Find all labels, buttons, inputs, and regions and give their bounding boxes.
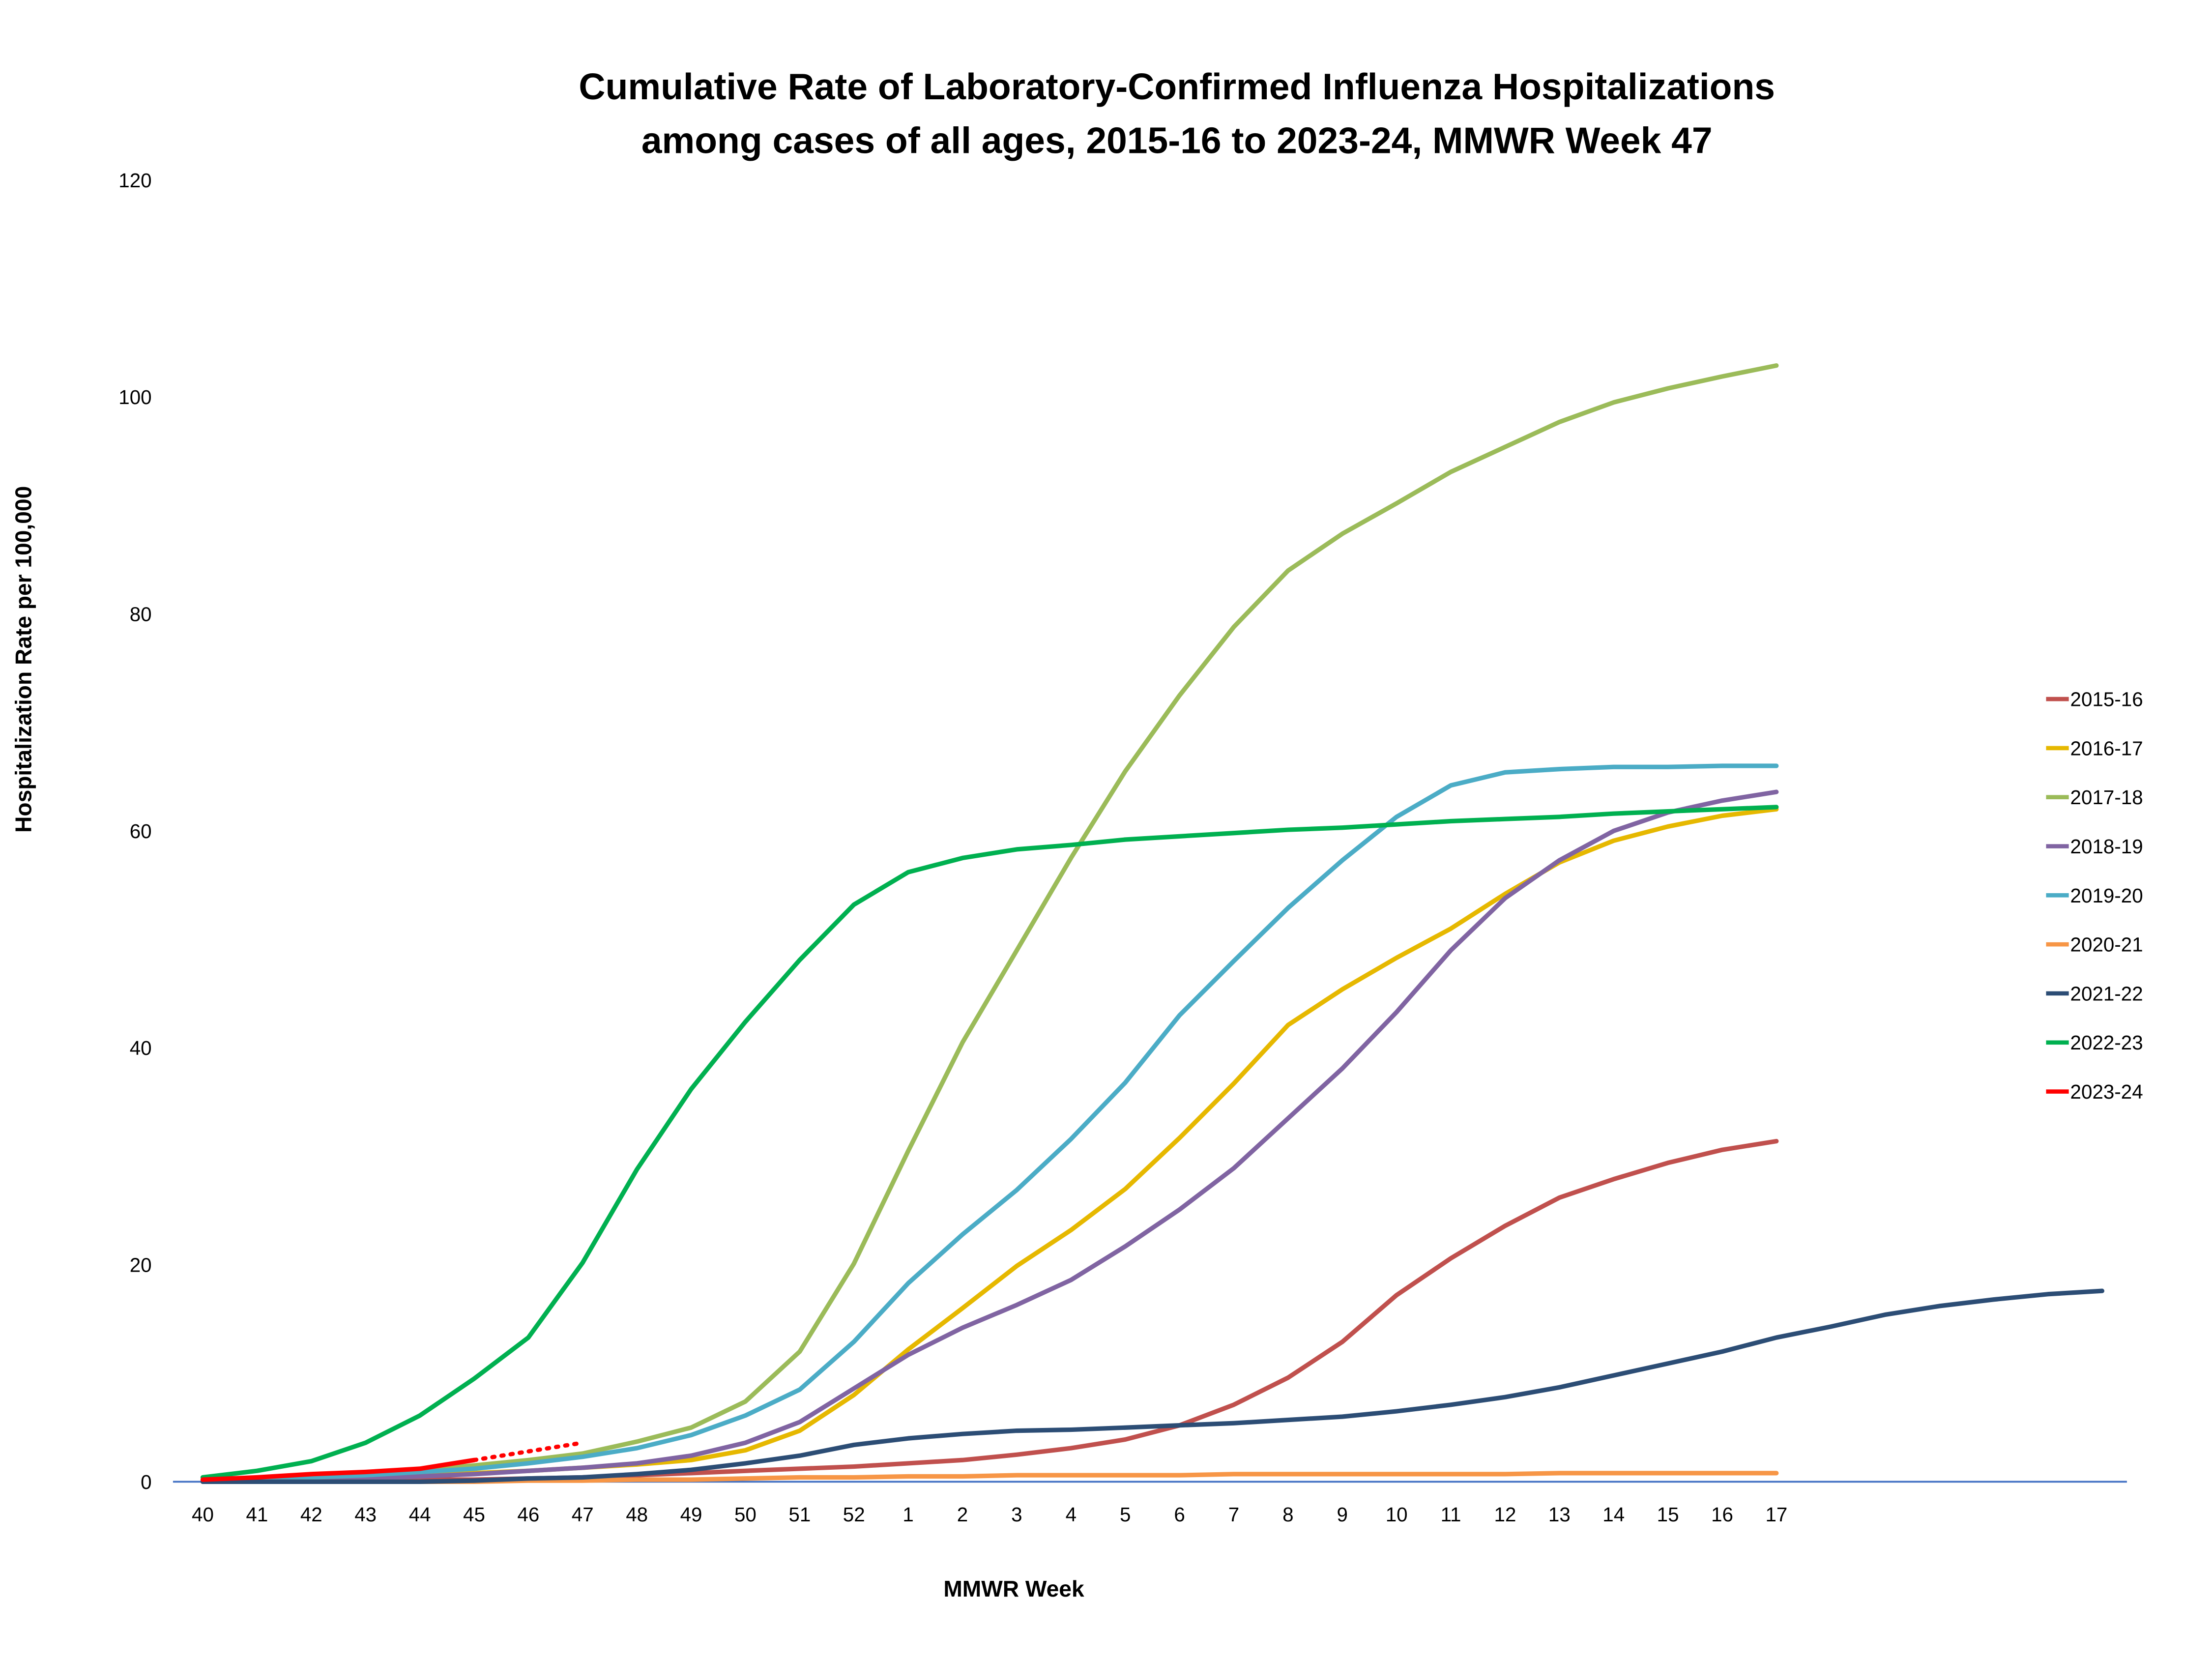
series-line-2022-23 (200, 805, 1779, 1480)
x-tick-label: 45 (463, 1503, 485, 1526)
legend-label: 2022-23 (2070, 1031, 2143, 1054)
legend-label: 2019-20 (2070, 884, 2143, 907)
x-tick-label: 44 (409, 1503, 431, 1526)
x-tick-label: 11 (1441, 1503, 1461, 1526)
series-line-2015-16 (200, 1138, 1779, 1483)
x-tick-label: 13 (1548, 1503, 1571, 1526)
legend-label: 2023-24 (2070, 1080, 2143, 1103)
legend-label: 2016-17 (2070, 737, 2143, 759)
y-axis-label: Hospitalization Rate per 100,000 (10, 486, 36, 833)
series-lines (200, 363, 2105, 1484)
legend-item: 2018-19 (2046, 835, 2143, 858)
x-tick-label: 5 (1120, 1503, 1131, 1526)
x-tick-label: 42 (300, 1503, 322, 1526)
x-tick-labels: 40 41 42 43 44 45 46 47 48 49 50 51 52 1 2 3 4 5 6 7 8 9 10 11 1… (192, 1503, 1787, 1526)
y-tick-label: 80 (130, 603, 152, 625)
legend-label: 2018-19 (2070, 835, 2143, 858)
x-tick-label: 3 (1011, 1503, 1022, 1526)
x-tick-label: 40 (192, 1503, 214, 1526)
x-tick-label: 47 (572, 1503, 594, 1526)
y-tick-label: 0 (141, 1471, 151, 1493)
y-tick-label: 100 (118, 386, 151, 408)
x-tick-label: 7 (1228, 1503, 1239, 1526)
x-tick-label: 2 (957, 1503, 968, 1526)
legend-item: 2020-21 (2046, 933, 2143, 956)
x-tick-label: 17 (1765, 1503, 1787, 1526)
y-tick-label: 60 (130, 820, 152, 843)
legend-label: 2017-18 (2070, 786, 2143, 809)
x-tick-label: 6 (1174, 1503, 1185, 1526)
x-tick-label: 8 (1282, 1503, 1293, 1526)
legend-label: 2021-22 (2070, 982, 2143, 1005)
x-tick-label: 43 (354, 1503, 377, 1526)
x-tick-label: 12 (1494, 1503, 1516, 1526)
x-tick-label: 14 (1602, 1503, 1625, 1526)
x-tick-label: 50 (734, 1503, 757, 1526)
x-tick-label: 16 (1711, 1503, 1733, 1526)
legend-label: 2020-21 (2070, 933, 2143, 956)
series-line-2019-20 (200, 763, 1779, 1483)
y-tick-label: 40 (130, 1037, 152, 1059)
chart-title-line-1: Cumulative Rate of Laboratory-Confirmed … (579, 66, 1775, 107)
series-line-2021-22 (200, 1288, 2105, 1484)
legend-item: 2015-16 (2046, 688, 2143, 711)
series-line-2018-19 (200, 789, 1779, 1484)
legend-item: 2019-20 (2046, 884, 2143, 907)
x-tick-label: 41 (246, 1503, 268, 1526)
x-tick-label: 48 (626, 1503, 648, 1526)
legend-item: 2023-24 (2046, 1080, 2143, 1103)
y-tick-label: 120 (118, 169, 151, 192)
legend: 2015-16 2016-17 2017-18 2018-19 2019-20 2020-… (2046, 688, 2143, 1103)
legend-item: 2017-18 (2046, 786, 2143, 809)
x-tick-label: 51 (788, 1503, 811, 1526)
y-tick-labels: 0 20 40 60 80 100 120 (118, 169, 151, 1493)
legend-label: 2015-16 (2070, 688, 2143, 711)
x-axis-label: MMWR Week (943, 1576, 1084, 1601)
series-line-2016-17 (200, 807, 1779, 1483)
legend-item: 2021-22 (2046, 982, 2143, 1005)
x-tick-label: 4 (1066, 1503, 1077, 1526)
series-line-2023-24 (200, 1457, 477, 1482)
x-tick-label: 9 (1337, 1503, 1348, 1526)
x-tick-label: 10 (1386, 1503, 1408, 1526)
x-tick-label: 49 (680, 1503, 702, 1526)
x-tick-label: 46 (517, 1503, 539, 1526)
x-tick-label: 1 (902, 1503, 913, 1526)
y-tick-label: 20 (130, 1254, 152, 1277)
x-tick-label: 15 (1657, 1503, 1679, 1526)
legend-item: 2022-23 (2046, 1031, 2143, 1054)
series-projection-2023-24 (472, 1440, 585, 1462)
x-tick-label: 52 (843, 1503, 865, 1526)
legend-item: 2016-17 (2046, 737, 2143, 759)
chart-title-line-2: among cases of all ages, 2015-16 to 2023… (641, 120, 1713, 161)
series-line-2017-18 (200, 363, 1779, 1483)
